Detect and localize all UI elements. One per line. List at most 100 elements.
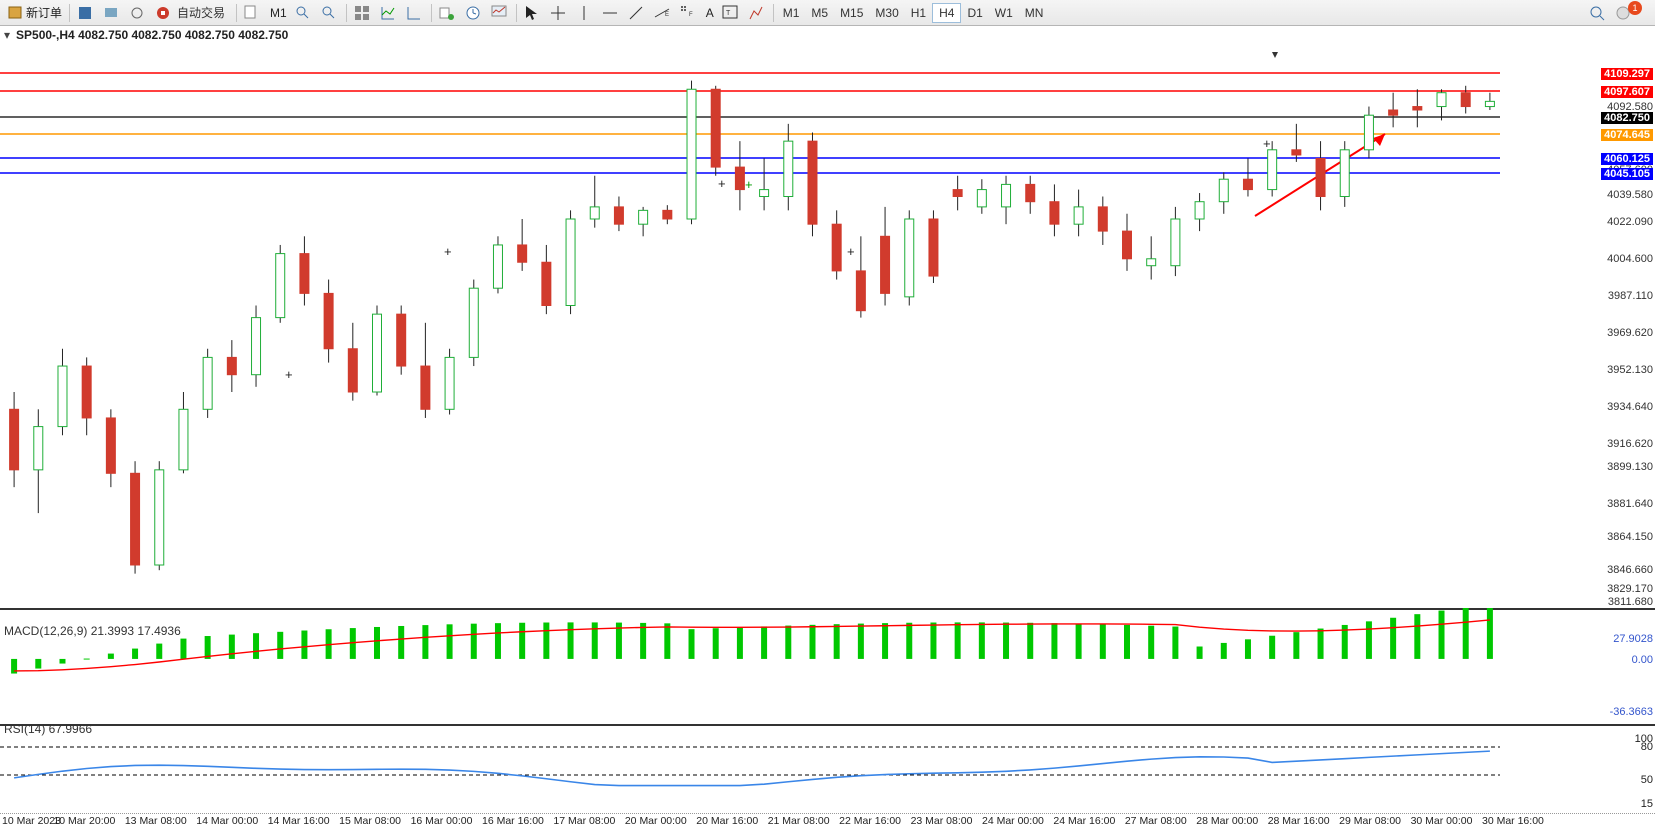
macd-bar-38[interactable] <box>930 623 936 659</box>
rsi-indicator-chart[interactable] <box>0 724 1655 808</box>
macd-bar-48[interactable] <box>1172 627 1178 659</box>
timeframe-m30[interactable]: M30 <box>869 4 904 22</box>
macd-bar-9[interactable] <box>229 635 235 659</box>
candle-0[interactable] <box>10 409 19 470</box>
rsi-line[interactable] <box>14 751 1490 785</box>
candle-39[interactable] <box>953 190 962 197</box>
candle-3[interactable] <box>82 366 91 418</box>
macd-bar-31[interactable] <box>761 626 767 659</box>
macd-bar-47[interactable] <box>1148 626 1154 659</box>
macd-bar-50[interactable] <box>1221 643 1227 659</box>
macd-bar-21[interactable] <box>519 623 525 659</box>
candle-23[interactable] <box>566 219 575 305</box>
macd-bar-26[interactable] <box>640 623 646 659</box>
macd-bar-35[interactable] <box>858 624 864 659</box>
candle-13[interactable] <box>324 293 333 348</box>
candle-33[interactable] <box>808 141 817 224</box>
candle-45[interactable] <box>1098 207 1107 231</box>
macd-bar-33[interactable] <box>809 625 815 659</box>
candle-4[interactable] <box>106 418 115 473</box>
candle-36[interactable] <box>881 236 890 293</box>
macd-bar-12[interactable] <box>301 631 307 659</box>
candle-61[interactable] <box>1485 101 1494 106</box>
macd-bar-24[interactable] <box>592 622 598 659</box>
candle-50[interactable] <box>1219 179 1228 201</box>
macd-bar-30[interactable] <box>737 627 743 659</box>
macd-bar-17[interactable] <box>422 625 428 659</box>
macd-bar-40[interactable] <box>979 622 985 659</box>
price-candlestick-chart[interactable]: + + + + + + <box>0 26 1655 608</box>
price-tick-4082[interactable]: 4082.750 <box>1601 112 1653 124</box>
candle-22[interactable] <box>542 262 551 305</box>
gann-tool-button[interactable]: F <box>676 2 702 24</box>
timeframe-d1[interactable]: D1 <box>961 4 988 22</box>
search-button[interactable] <box>1585 2 1611 24</box>
macd-bar-32[interactable] <box>785 626 791 659</box>
candle-40[interactable] <box>977 190 986 207</box>
new-chart-button[interactable] <box>240 2 266 24</box>
macd-bar-57[interactable] <box>1390 618 1396 659</box>
timeframe-m5[interactable]: M5 <box>805 4 834 22</box>
candle-7[interactable] <box>179 409 188 470</box>
candle-21[interactable] <box>518 245 527 262</box>
candle-43[interactable] <box>1050 202 1059 224</box>
candle-60[interactable] <box>1461 93 1470 107</box>
grid-view-button[interactable] <box>350 2 376 24</box>
macd-bar-41[interactable] <box>1003 623 1009 659</box>
macd-bar-2[interactable] <box>59 659 65 664</box>
candle-48[interactable] <box>1171 219 1180 266</box>
candle-25[interactable] <box>614 207 623 224</box>
trendline-tool-button[interactable] <box>624 2 650 24</box>
candle-56[interactable] <box>1364 115 1373 150</box>
candle-29[interactable] <box>711 89 720 167</box>
macd-bar-28[interactable] <box>689 629 695 659</box>
print-icon-button[interactable] <box>99 2 125 24</box>
notifications-button[interactable]: 1 <box>1611 2 1651 24</box>
chart-templates-button[interactable] <box>487 2 513 24</box>
macd-bar-53[interactable] <box>1293 632 1299 659</box>
candle-19[interactable] <box>469 288 478 357</box>
macd-bar-29[interactable] <box>713 628 719 659</box>
candle-20[interactable] <box>493 245 502 288</box>
macd-bar-59[interactable] <box>1439 611 1445 659</box>
candle-8[interactable] <box>203 357 212 409</box>
chart-region[interactable]: ▾ SP500-,H4 4082.750 4082.750 4082.750 4… <box>0 26 1655 829</box>
notification-badge[interactable]: 1 <box>1628 1 1642 15</box>
candle-9[interactable] <box>227 357 236 374</box>
period-m1-button[interactable]: M1 <box>266 2 291 24</box>
timeframe-m1[interactable]: M1 <box>777 4 806 22</box>
macd-bar-22[interactable] <box>543 623 549 659</box>
new-order-button[interactable]: 新订单 <box>4 2 66 24</box>
macd-bar-10[interactable] <box>253 633 259 659</box>
macd-bar-5[interactable] <box>132 649 138 659</box>
macd-bar-51[interactable] <box>1245 639 1251 659</box>
signal-icon-button[interactable] <box>125 2 151 24</box>
macd-bar-43[interactable] <box>1051 623 1057 659</box>
right-axis-button[interactable] <box>402 2 428 24</box>
candle-55[interactable] <box>1340 150 1349 197</box>
macd-histogram-bars[interactable] <box>11 608 1493 674</box>
zoom-out-button[interactable] <box>317 2 343 24</box>
macd-bar-44[interactable] <box>1076 624 1082 659</box>
candle-47[interactable] <box>1147 259 1156 266</box>
macd-signal-line[interactable] <box>14 620 1490 671</box>
candle-6[interactable] <box>155 470 164 565</box>
zoom-in-button[interactable] <box>291 2 317 24</box>
candle-34[interactable] <box>832 224 841 271</box>
macd-bar-46[interactable] <box>1124 625 1130 659</box>
macd-bar-3[interactable] <box>84 659 90 660</box>
candle-37[interactable] <box>905 219 914 297</box>
objects-list-button[interactable] <box>744 2 770 24</box>
candle-17[interactable] <box>421 366 430 409</box>
candle-53[interactable] <box>1292 150 1301 155</box>
macd-bar-60[interactable] <box>1463 608 1469 659</box>
macd-bar-34[interactable] <box>834 624 840 659</box>
text-box-tool-button[interactable]: T <box>718 2 744 24</box>
macd-bar-36[interactable] <box>882 623 888 659</box>
text-tool-button[interactable]: A <box>702 2 718 24</box>
date-axis[interactable]: 10 Mar 2023 10 Mar 20:00 13 Mar 08:00 14 Ma… <box>0 813 1655 829</box>
price-tick-4097[interactable]: 4097.607 <box>1601 86 1653 98</box>
price-tick-4109[interactable]: 4109.297 <box>1601 68 1653 80</box>
candle-16[interactable] <box>397 314 406 366</box>
candle-49[interactable] <box>1195 202 1204 219</box>
